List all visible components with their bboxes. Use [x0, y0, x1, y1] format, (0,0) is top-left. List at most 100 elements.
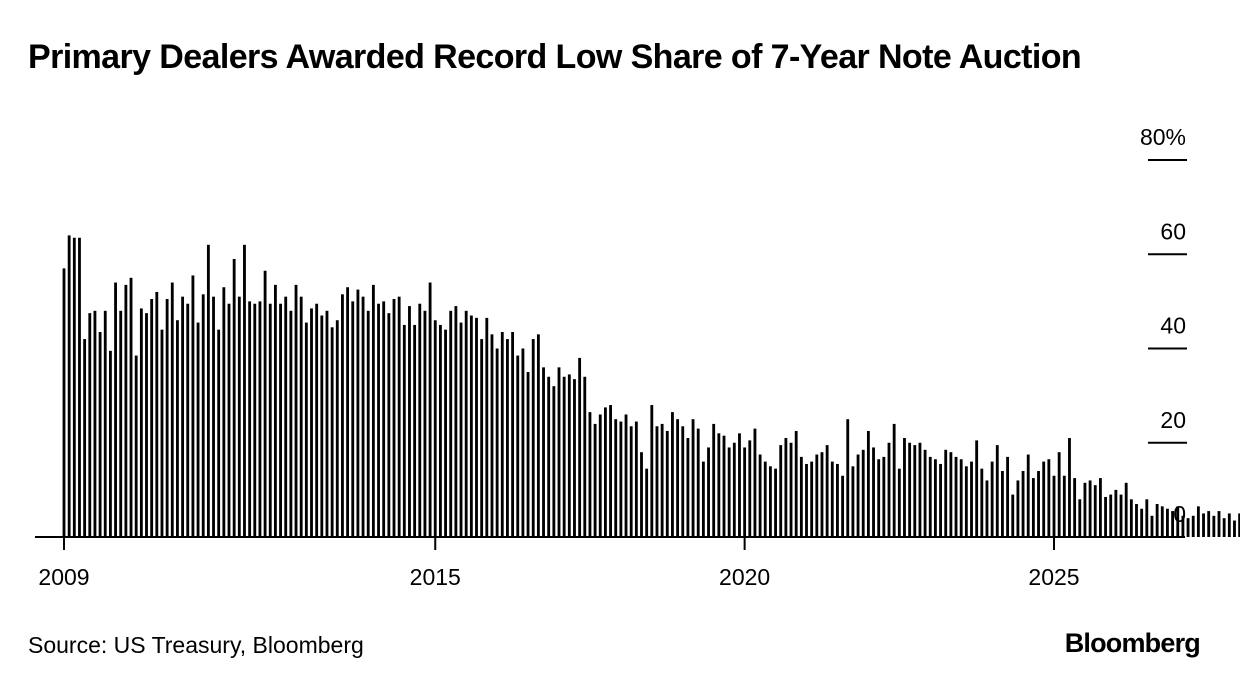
bar: [258, 301, 262, 538]
bar: [815, 454, 819, 537]
bar: [861, 449, 865, 537]
bar: [206, 244, 210, 537]
bar: [320, 315, 324, 537]
bar: [284, 296, 288, 537]
bar: [294, 284, 298, 537]
bar: [423, 310, 427, 537]
bar: [212, 296, 215, 537]
bar: [495, 348, 499, 537]
bar: [139, 308, 143, 537]
bar: [464, 310, 468, 537]
bar: [119, 310, 123, 537]
bar: [413, 324, 417, 537]
bar: [1078, 499, 1082, 537]
bar: [490, 334, 494, 537]
y-tick-label-60: 60: [1160, 218, 1186, 244]
bar: [351, 301, 355, 538]
y-tick-label-40: 40: [1160, 313, 1186, 339]
bar: [557, 367, 561, 537]
bar: [1186, 518, 1190, 537]
bar: [67, 235, 71, 537]
bar: [526, 372, 530, 537]
bar: [810, 461, 814, 537]
bar: [980, 468, 984, 537]
bar: [341, 294, 344, 537]
bar: [511, 332, 515, 537]
bar: [480, 339, 484, 537]
bar: [1191, 515, 1195, 537]
bar: [1031, 478, 1035, 537]
bar: [872, 447, 875, 537]
chart-title: Primary Dealers Awarded Record Low Share…: [28, 38, 1082, 76]
bar: [469, 315, 473, 537]
bar: [78, 237, 81, 537]
bar: [382, 301, 386, 538]
bar: [485, 317, 489, 537]
bar: [315, 303, 319, 537]
bar: [181, 296, 185, 537]
bar: [1021, 471, 1025, 537]
bar: [964, 466, 968, 537]
bar: [944, 449, 948, 537]
bar: [1181, 515, 1185, 537]
bar: [371, 284, 375, 537]
bar: [1104, 496, 1107, 537]
bar: [1160, 506, 1164, 537]
bar: [629, 426, 633, 537]
bar: [717, 433, 721, 537]
bar-series: [62, 235, 1240, 538]
bar: [768, 466, 772, 537]
bar: [892, 423, 896, 537]
bar: [145, 313, 148, 537]
bar: [887, 442, 891, 537]
source-note: Source: US Treasury, Bloomberg: [28, 632, 364, 658]
bar: [542, 367, 545, 537]
bar: [676, 419, 680, 537]
bar: [191, 275, 195, 537]
bar: [805, 463, 808, 537]
bar: [897, 468, 901, 537]
bar: [1176, 506, 1180, 537]
bar: [830, 461, 834, 537]
bar: [62, 268, 66, 537]
bar: [217, 329, 221, 537]
bar: [562, 376, 566, 537]
bar: [150, 299, 154, 537]
bar: [933, 459, 937, 537]
bar: [263, 270, 267, 537]
y-axis-labels: 0 20 40 60 80%: [1140, 124, 1186, 527]
bar: [939, 463, 942, 537]
bar: [1202, 513, 1205, 537]
bar: [346, 287, 350, 537]
bar: [949, 452, 953, 537]
bar: [836, 463, 839, 537]
bar: [1233, 520, 1236, 537]
bar: [165, 299, 169, 537]
bar: [1088, 480, 1092, 537]
bar: [325, 310, 329, 537]
y-tick-label-0: 0: [1173, 501, 1186, 527]
y-tick-label-80: 80%: [1140, 124, 1186, 150]
bar: [552, 386, 556, 537]
bar: [1135, 504, 1138, 537]
bar: [923, 449, 927, 537]
bar: [536, 334, 540, 537]
bar: [603, 407, 607, 537]
bar: [975, 440, 979, 537]
bar: [691, 419, 695, 537]
bar: [438, 324, 442, 537]
bar: [304, 322, 308, 537]
bar: [1155, 504, 1159, 537]
bar: [253, 303, 257, 537]
bloomberg-logo: Bloomberg: [1064, 628, 1201, 658]
bar: [1124, 482, 1128, 537]
bar: [335, 320, 339, 537]
bar: [1145, 499, 1149, 537]
bar: [1073, 478, 1077, 537]
bar: [454, 306, 458, 537]
bar: [330, 327, 334, 537]
x-axis-ticks: 2009 2015 2020 2025: [38, 537, 1080, 590]
bar: [1129, 499, 1133, 537]
bar: [356, 289, 360, 537]
bar: [103, 310, 107, 537]
